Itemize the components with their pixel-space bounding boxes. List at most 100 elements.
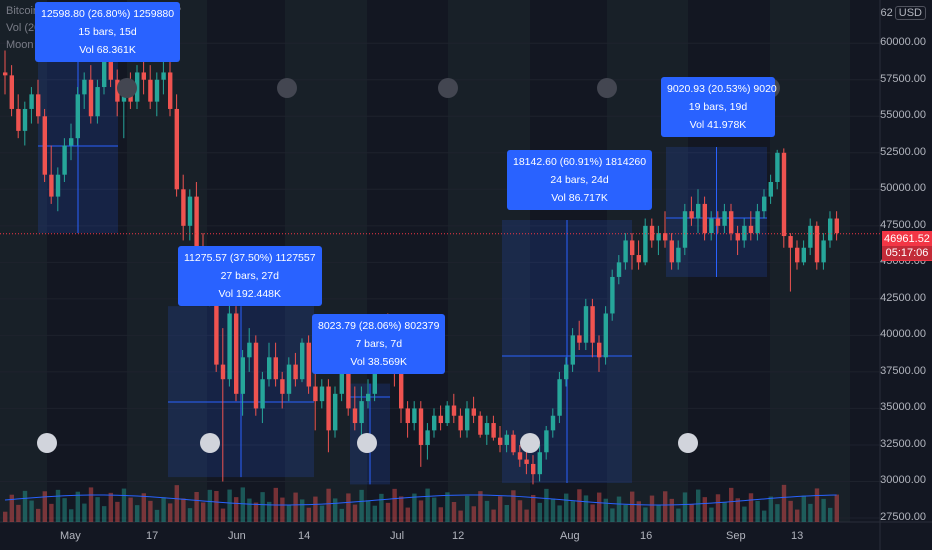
price-tick-label: 52500.00 — [880, 145, 926, 158]
volume-bar — [748, 493, 754, 522]
price-tick-label: 32500.00 — [880, 437, 926, 450]
measure-volume: Vol 68.361K — [79, 44, 136, 56]
volume-bar — [379, 493, 384, 522]
price-tick-label: 42500.00 — [880, 291, 926, 304]
volume-bar — [161, 497, 166, 522]
volume-bar — [405, 507, 410, 522]
candle-body — [498, 437, 503, 445]
candle-body — [834, 218, 839, 234]
volume-bar — [339, 508, 344, 522]
candle-body — [696, 203, 701, 219]
candle-body — [577, 335, 582, 343]
volume-bar — [82, 503, 87, 522]
volume-bar — [69, 509, 74, 522]
volume-bar — [346, 493, 351, 522]
candle-body — [557, 379, 562, 416]
candle-body — [768, 182, 773, 197]
measure-label-4[interactable]: 18142.60 (60.91%) 1814260 24 bars, 24d V… — [507, 150, 653, 210]
candle-body — [465, 408, 470, 431]
time-tick-label: 13 — [791, 530, 804, 542]
volume-bar — [484, 500, 490, 522]
candle-body — [438, 415, 443, 424]
price-tick-label: 50000.00 — [880, 182, 926, 195]
candle-body — [108, 57, 113, 80]
volume-bar — [201, 502, 206, 522]
candle-body — [491, 423, 496, 438]
candle-body — [181, 189, 186, 226]
candle-body — [247, 342, 252, 358]
volume-legend[interactable]: Vol (20) — [6, 22, 44, 34]
volume-bar — [511, 490, 516, 522]
moon-phase-markers — [37, 78, 780, 453]
candle-body — [253, 342, 259, 409]
volume-bar — [630, 491, 635, 522]
measure-bars: 19 bars, 19d — [688, 101, 748, 113]
candle-body — [742, 225, 747, 241]
measure-label-1[interactable]: 12598.80 (26.80%) 1259880 15 bars, 15d V… — [35, 2, 181, 62]
time-tick-label: 16 — [640, 530, 653, 542]
candle-body — [531, 463, 536, 475]
candle-body — [471, 408, 476, 416]
candle-body — [148, 79, 153, 102]
candle-body — [649, 225, 655, 241]
candle-body — [75, 94, 80, 139]
candle-body — [735, 233, 740, 241]
new-moon-icon — [117, 78, 137, 98]
candle-body — [319, 386, 325, 402]
volume-bar — [570, 501, 575, 522]
measure-label-5[interactable]: 9020.93 (20.53%) 9020 19 bars, 19d Vol 4… — [661, 77, 777, 137]
volume-bar — [676, 508, 681, 522]
measure-ranges — [38, 40, 767, 485]
volume-bar — [253, 502, 259, 522]
measure-volume: Vol 38.569K — [350, 356, 408, 368]
candle-body — [524, 459, 529, 464]
measure-label-2[interactable]: 11275.57 (37.50%) 1127557 27 bars, 27d V… — [178, 246, 322, 306]
volume-bar — [55, 489, 61, 522]
price-tick-label: 35000.00 — [880, 401, 926, 414]
volume-bar — [385, 502, 391, 522]
candle-body — [405, 408, 410, 424]
volume-bar — [781, 484, 787, 522]
price-tick-label: 40000.00 — [880, 328, 926, 341]
price-tick-label: 47500.00 — [880, 218, 926, 231]
currency-label[interactable]: 62 USD — [881, 6, 926, 20]
candle-body — [484, 423, 490, 435]
full-moon-icon — [678, 433, 698, 453]
volume-bar — [247, 498, 252, 522]
volume-bar — [88, 487, 94, 522]
last-price-value: 46961.52 — [884, 233, 930, 245]
volume-bar — [597, 492, 602, 522]
candle-body — [478, 415, 483, 435]
volume-bar — [557, 505, 562, 522]
candle-body — [399, 371, 404, 409]
volume-bar — [75, 491, 80, 522]
volume-bar — [181, 498, 186, 522]
volume-bar — [445, 492, 450, 522]
volume-bar — [115, 501, 120, 522]
candle-body — [352, 408, 358, 424]
candle-body — [141, 72, 146, 80]
candle-body — [306, 342, 311, 387]
volume-bar — [788, 500, 793, 522]
time-tick-label: Jun — [228, 530, 246, 542]
volume-bar — [762, 510, 767, 522]
candle-body — [814, 225, 820, 263]
candle-body — [293, 364, 298, 380]
candle-body — [42, 116, 47, 175]
currency-unit-button[interactable]: USD — [894, 6, 926, 20]
volume-bar — [564, 493, 569, 522]
volume-bar — [42, 491, 47, 522]
candle-body — [49, 174, 54, 197]
volume-bar — [821, 498, 826, 522]
time-tick-label: Sep — [726, 530, 746, 542]
volume-bar — [471, 506, 476, 522]
candle-body — [135, 72, 140, 102]
volume-bar — [392, 488, 397, 522]
candle-body — [326, 386, 331, 431]
volume-bar — [808, 503, 813, 522]
candle-body — [590, 306, 595, 343]
measure-label-3[interactable]: 8023.79 (28.06%) 802379 7 bars, 7d Vol 3… — [312, 314, 446, 374]
volume-bar — [828, 507, 833, 522]
measure-bars: 7 bars, 7d — [355, 338, 403, 350]
